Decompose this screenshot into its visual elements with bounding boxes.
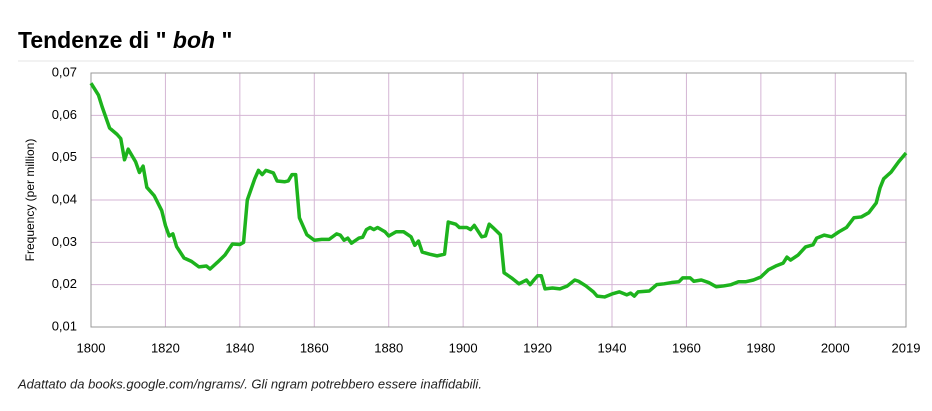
y-tick-label: 0,07: [52, 64, 77, 79]
plot-border: [90, 72, 907, 328]
x-tick-label: 1960: [672, 340, 701, 355]
title-suffix: ": [221, 27, 232, 53]
x-tick-label: 1920: [523, 340, 552, 355]
x-tick-label: 1940: [598, 340, 627, 355]
y-tick-label: 0,04: [52, 191, 77, 206]
y-tick-label: 0,03: [52, 234, 77, 249]
chart-title: Tendenze di " boh ": [18, 27, 232, 53]
x-tick-label: 1860: [300, 340, 329, 355]
x-tick-label: 2019: [892, 340, 921, 355]
y-tick-label: 0,05: [52, 149, 77, 164]
title-prefix: Tendenze di ": [18, 27, 167, 53]
title-term: boh: [173, 27, 215, 53]
y-tick-label: 0,02: [52, 276, 77, 291]
y-tick-label: 0,06: [52, 107, 77, 122]
footnote: Adattato da books.google.com/ngrams/. Gl…: [17, 376, 482, 391]
x-tick-label: 1820: [151, 340, 180, 355]
x-tick-label: 1980: [746, 340, 775, 355]
data-line: [89, 82, 908, 299]
y-tick-label: 0,01: [52, 318, 77, 333]
y-axis-label: Frequency (per million): [23, 139, 37, 262]
x-tick-label: 1840: [225, 340, 254, 355]
x-tick-label: 1880: [374, 340, 403, 355]
x-tick-label: 2000: [821, 340, 850, 355]
x-tick-label: 1900: [449, 340, 478, 355]
x-tick-label: 1800: [77, 340, 106, 355]
